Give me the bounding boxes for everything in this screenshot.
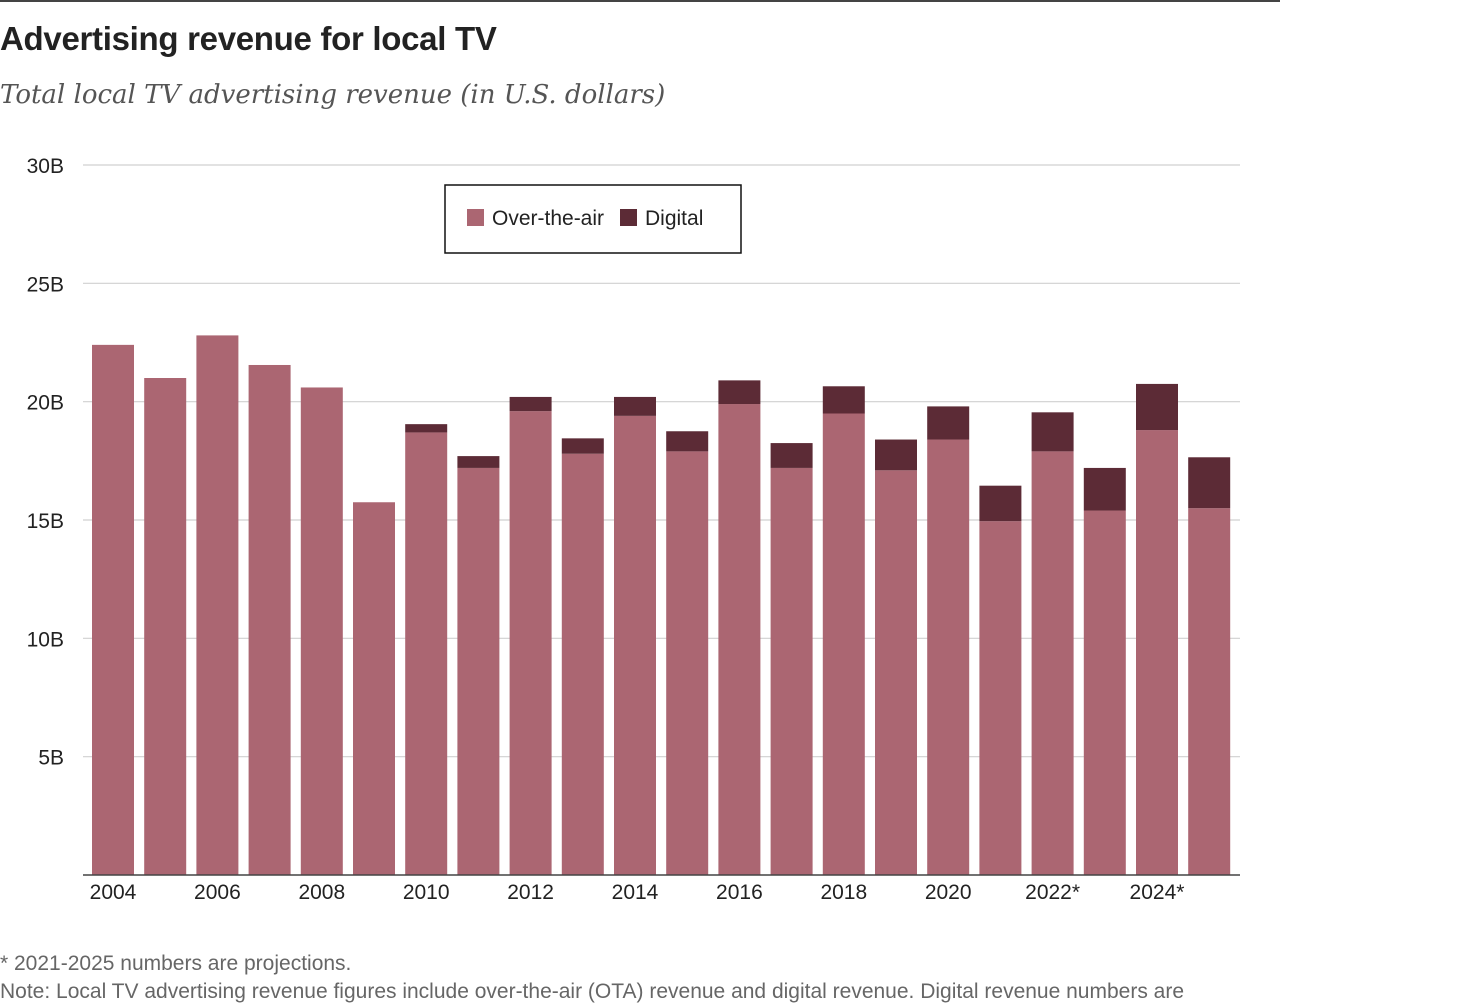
y-tick-label-25b: 25B [27,273,64,296]
bar-digital-2015 [666,431,709,452]
top-rule [0,0,1280,2]
bar-digital-2021 [979,485,1022,522]
x-tick-label-2006: 2006 [194,881,241,904]
bar-digital-2012 [509,396,552,412]
legend-label-over-the-air: Over-the-air [492,207,604,230]
x-tick-label-2016: 2016 [716,881,763,904]
bar-over-the-air-2004 [92,344,134,875]
bar-over-the-air-2020 [927,439,970,875]
bar-digital-2019 [875,439,917,471]
legend-box [444,184,742,254]
bar-over-the-air-2012 [509,411,552,875]
y-tick-label-5b: 5B [38,747,64,770]
bar-over-the-air-2009 [353,502,395,875]
bar-over-the-air-2015 [666,451,709,875]
bar-digital-2017 [770,443,813,468]
bar-digital-2014 [614,396,656,416]
legend-label-digital: Digital [645,207,703,230]
bar-digital-2022 [1031,412,1074,452]
bar-over-the-air-2011 [457,467,500,875]
legend-swatch-over-the-air [467,209,484,226]
bar-digital-2024 [1136,383,1178,431]
bar-over-the-air-2022 [1031,451,1074,875]
bar-over-the-air-2017 [770,467,813,875]
y-tick-label-30b: 30B [27,155,64,178]
bar-digital-2010 [405,424,448,433]
y-tick-label-10b: 10B [27,628,64,651]
methodology-note: Note: Local TV advertising revenue figur… [0,980,1185,1003]
bar-over-the-air-2025 [1188,508,1231,875]
x-tick-label-2012: 2012 [507,881,554,904]
bar-over-the-air-2005 [144,378,187,875]
bar-digital-2018 [822,386,865,414]
axes: 5B 10B 15B 20B 25B 30B 2004 2006 2008 2010 2012 201… [27,155,1240,904]
bar-digital-2011 [457,456,500,468]
bar-over-the-air-2018 [822,413,865,875]
bar-over-the-air-2010 [405,432,448,875]
x-tick-label-2008: 2008 [298,881,345,904]
y-tick-label-15b: 15B [27,510,64,533]
y-tick-label-20b: 20B [27,392,64,415]
x-tick-label-2020: 2020 [925,881,972,904]
bars [92,335,1231,875]
chart-title: Advertising revenue for local TV [0,20,497,57]
stacked-bar-chart: 5B 10B 15B 20B 25B 30B 2004 2006 2008 2010 2012 201… [27,155,1240,904]
x-tick-label-2022: 2022* [1025,881,1080,904]
bar-over-the-air-2013 [561,453,604,875]
x-tick-label-2014: 2014 [612,881,659,904]
bar-over-the-air-2007 [248,364,291,875]
x-tick-label-2004: 2004 [90,881,137,904]
legend: Over-the-air Digital [444,184,742,254]
bar-digital-2023 [1083,467,1126,511]
bar-digital-2016 [718,380,761,405]
bar-over-the-air-2014 [614,415,656,875]
bar-digital-2013 [561,438,604,454]
bar-over-the-air-2006 [196,335,239,875]
x-tick-label-2010: 2010 [403,881,450,904]
chart-subtitle: Total local TV advertising revenue (in U… [0,80,666,110]
bar-over-the-air-2019 [875,470,917,875]
bar-over-the-air-2023 [1083,510,1126,875]
bar-over-the-air-2024 [1136,430,1178,875]
bar-over-the-air-2021 [979,521,1022,875]
bar-over-the-air-2016 [718,404,761,875]
projections-footnote: * 2021-2025 numbers are projections. [0,952,352,975]
bar-over-the-air-2008 [300,387,343,875]
x-tick-label-2024: 2024* [1130,881,1185,904]
bar-digital-2025 [1188,457,1231,509]
bar-digital-2020 [927,406,970,440]
x-tick-label-2018: 2018 [820,881,867,904]
legend-swatch-digital [620,209,637,226]
